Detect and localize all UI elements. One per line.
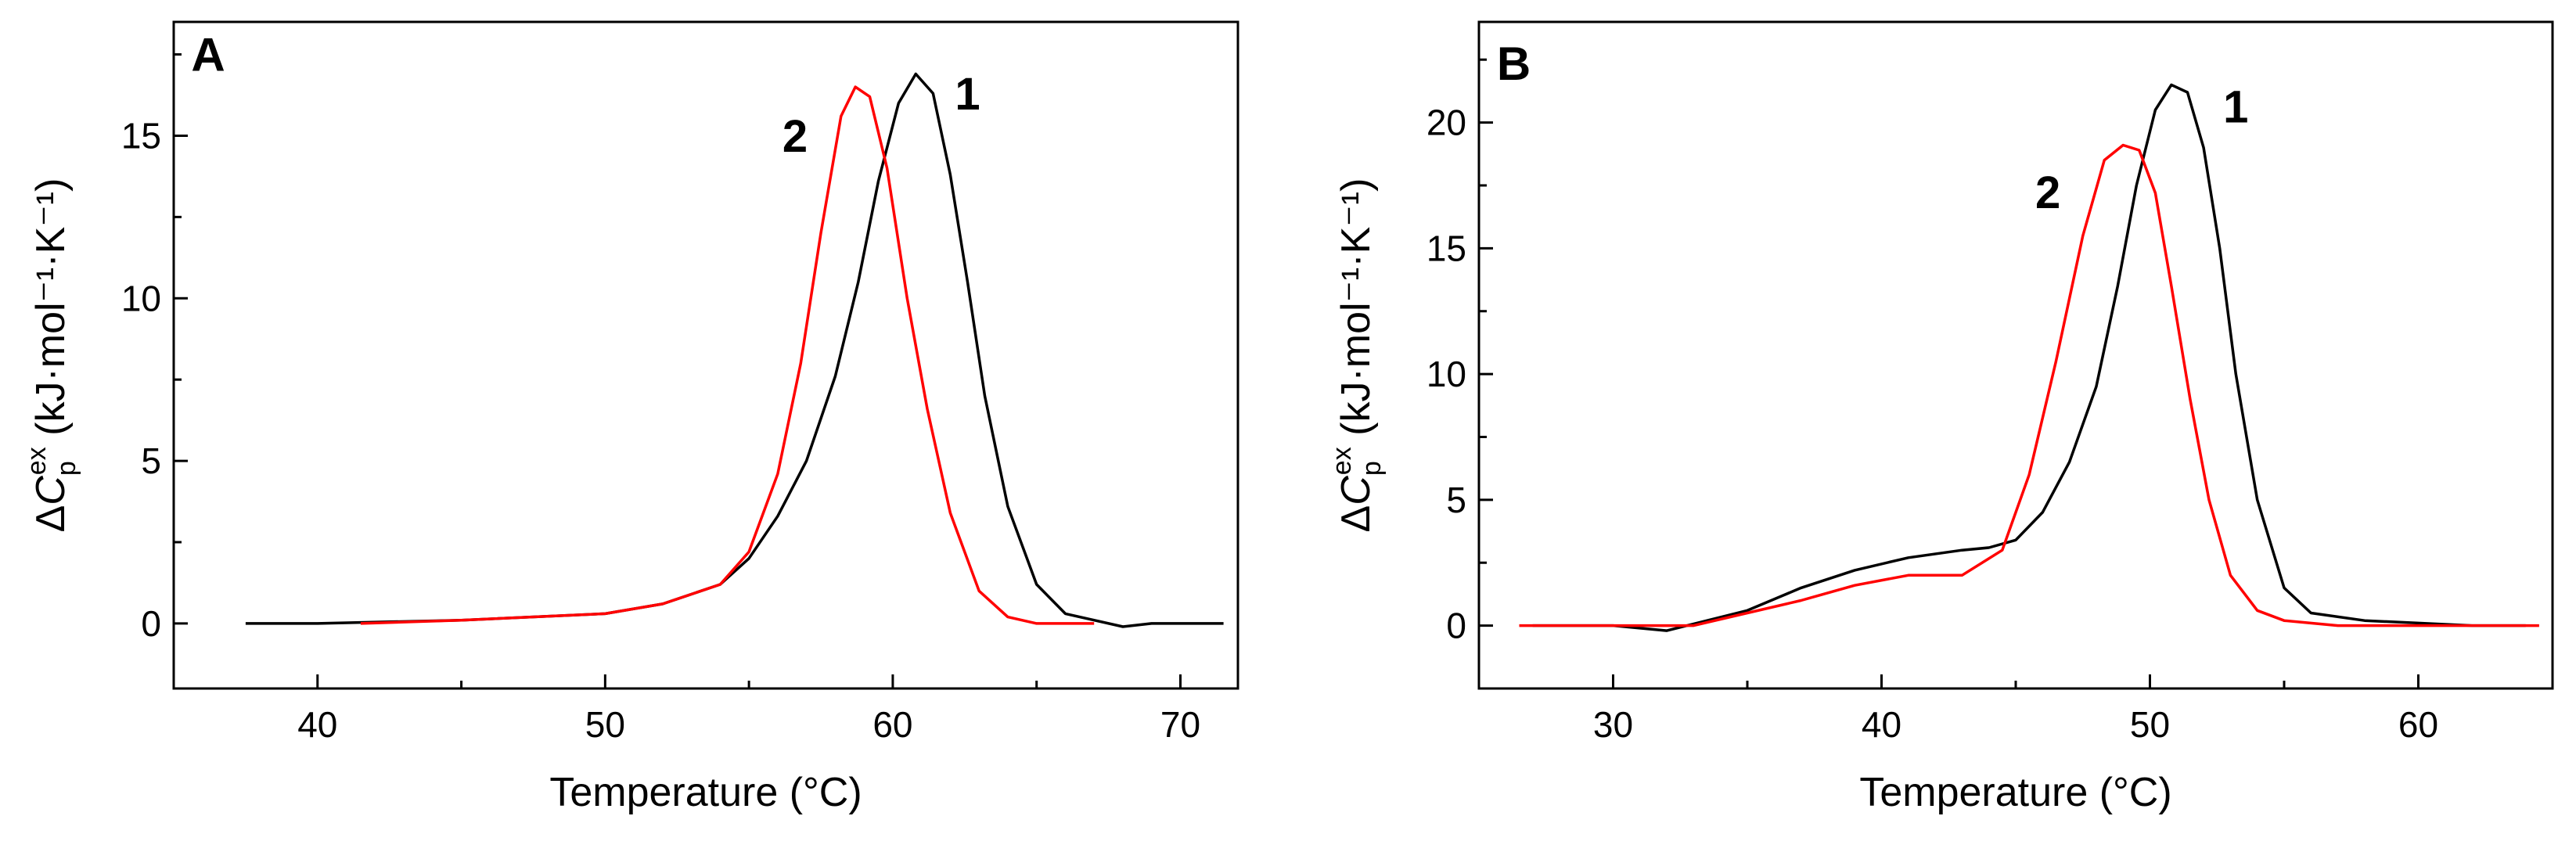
y-tick-label: 15: [121, 115, 161, 156]
x-tick-label: 50: [2130, 704, 2170, 745]
x-tick-label: 40: [1862, 704, 1901, 745]
x-tick-label: 30: [1593, 704, 1633, 745]
x-axis-title: Temperature (°C): [549, 770, 862, 815]
y-tick-label: 15: [1427, 228, 1466, 268]
curve-label-2: 2: [783, 111, 808, 162]
y-tick-label: 20: [1427, 102, 1466, 143]
series-line-b-2-red: [1519, 143, 2539, 627]
x-axis-title: Temperature (°C): [1859, 770, 2171, 815]
y-tick-label: 10: [121, 278, 161, 318]
series-line-a-1-black: [245, 72, 1224, 628]
x-tick-label: 50: [585, 704, 625, 745]
y-tick-label: 10: [1427, 354, 1466, 394]
x-tick-label: 40: [297, 704, 337, 745]
curve-label-1: 1: [2223, 82, 2248, 133]
y-axis-title: ΔCpex (kJ·mol⁻¹·K⁻¹): [22, 178, 81, 533]
x-tick-label: 60: [872, 704, 912, 745]
panel-letter: B: [1497, 38, 1531, 90]
curve-label-1: 1: [955, 69, 980, 120]
y-tick-label: 5: [141, 440, 161, 481]
y-tick-label: 0: [141, 603, 161, 644]
x-tick-label: 70: [1160, 704, 1200, 745]
plot-frame: [1477, 20, 2554, 690]
curve-label-2: 2: [2035, 167, 2060, 218]
series-line-b-1-black: [1532, 83, 2526, 632]
chart-panel-a: 40 50 60 70 0 5 10 15 Temperature (°C) ΔCpex (kJ·…: [22, 20, 1239, 815]
panel-letter: A: [191, 28, 225, 81]
y-tick-label: 5: [1446, 480, 1466, 520]
series-line-a-2-red: [360, 85, 1095, 625]
plot-frame: [172, 20, 1239, 690]
x-tick-label: 60: [2398, 704, 2438, 745]
chart-panel-b: 30 40 50 60 0 5 10 15 20 Temperature (°C) ΔCpex (k…: [1327, 20, 2554, 815]
y-tick-label: 0: [1446, 606, 1466, 646]
y-axis-title: ΔCpex (kJ·mol⁻¹·K⁻¹): [1327, 178, 1387, 533]
